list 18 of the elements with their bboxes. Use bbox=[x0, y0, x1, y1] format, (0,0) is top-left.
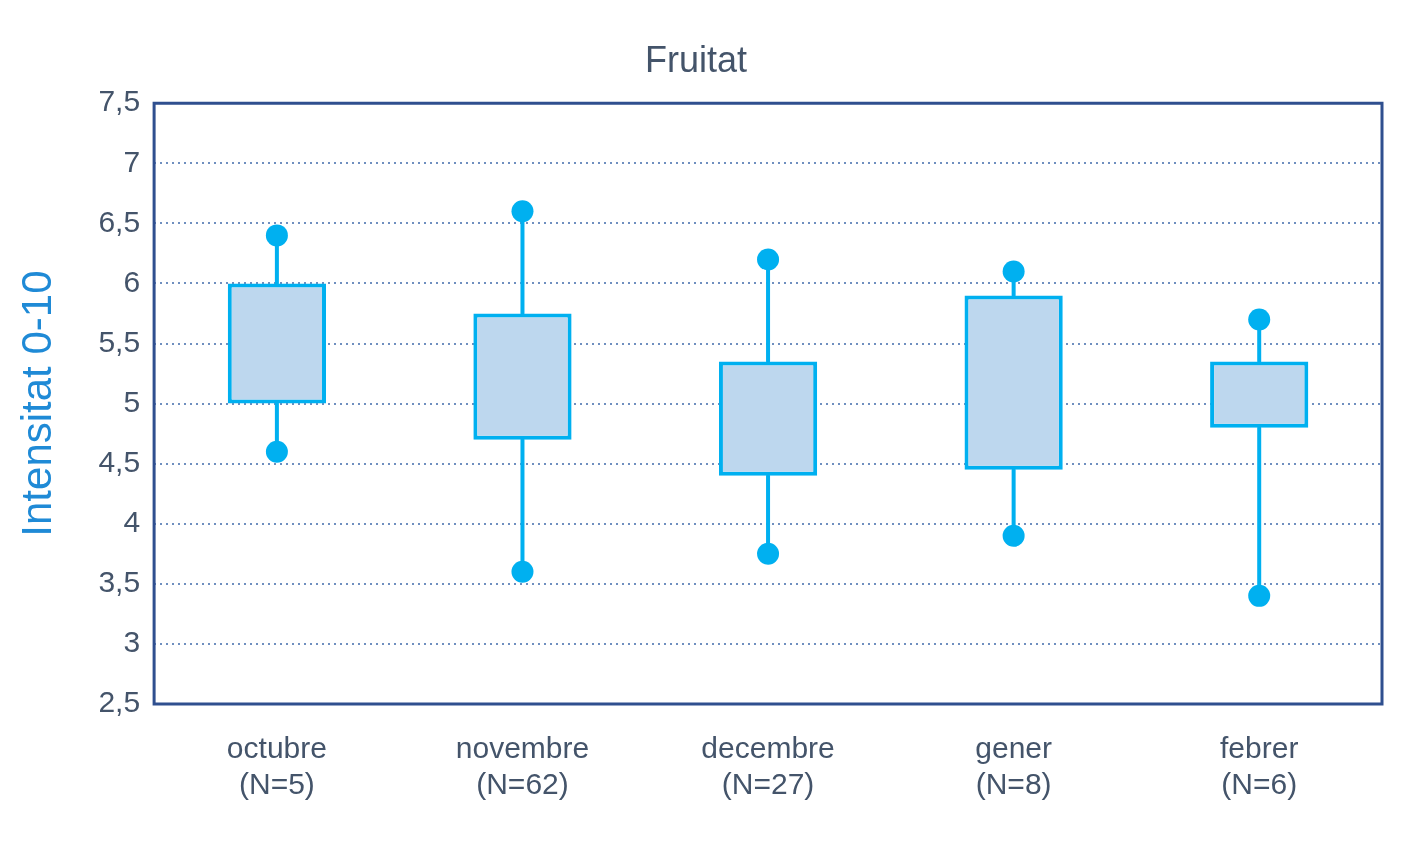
y-tick-label: 3,5 bbox=[98, 565, 141, 599]
x-tick-label: novembre (N=62) bbox=[455, 731, 590, 801]
y-tick-label: 7,5 bbox=[98, 84, 141, 118]
x-tick-label: febrer (N=6) bbox=[1220, 731, 1299, 801]
y-tick-label: 6,5 bbox=[98, 204, 141, 238]
y-tick-label: 3 bbox=[123, 625, 141, 659]
y-axis-title: Intensitat 0-10 bbox=[12, 270, 60, 537]
y-tick-label: 4 bbox=[123, 505, 141, 539]
y-tick-label: 7 bbox=[123, 144, 141, 178]
y-tick-label: 5,5 bbox=[98, 324, 141, 358]
x-tick-label: octubre (N=5) bbox=[226, 731, 327, 801]
x-tick-label: gener (N=8) bbox=[975, 731, 1052, 801]
y-tick-label: 6 bbox=[123, 264, 141, 298]
x-tick-label: decembre (N=27) bbox=[701, 731, 835, 801]
y-tick-label: 5 bbox=[123, 384, 141, 418]
y-tick-label: 4,5 bbox=[98, 444, 141, 478]
y-tick-label: 2,5 bbox=[98, 685, 141, 719]
chart-title: Fruitat bbox=[644, 38, 748, 80]
